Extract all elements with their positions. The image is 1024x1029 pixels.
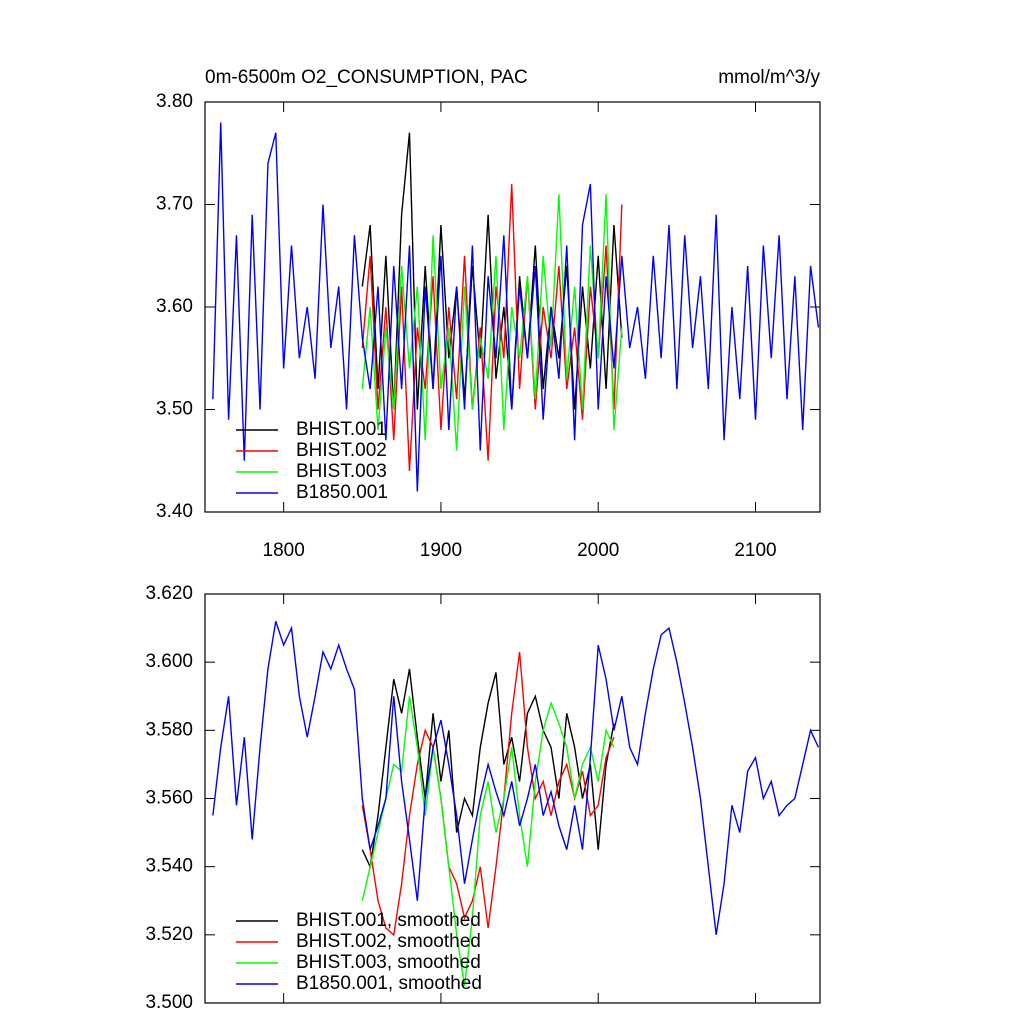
y-tick-label: 3.500 <box>145 992 193 1013</box>
chart-title: 0m-6500m O2_CONSUMPTION, PAC <box>205 67 528 88</box>
x-tick-label: 2000 <box>577 540 619 561</box>
series-line <box>361 183 623 472</box>
legend-label: B1850.001, smoothed <box>296 973 482 994</box>
y-tick-label: 3.580 <box>145 719 193 740</box>
legend-label: BHIST.002, smoothed <box>296 931 481 952</box>
legend-label: BHIST.001, smoothed <box>296 910 481 931</box>
x-tick-label: 2100 <box>734 540 776 561</box>
legend-label: BHIST.002 <box>296 440 387 461</box>
y-tick-label: 3.620 <box>145 583 193 604</box>
y-tick-label: 3.50 <box>156 399 193 420</box>
y-tick-label: 3.60 <box>156 296 193 317</box>
units-label: mmol/m^3/y <box>718 67 820 88</box>
legend-label: BHIST.001 <box>296 419 387 440</box>
series-line <box>212 621 820 935</box>
y-tick-label: 3.40 <box>156 501 193 522</box>
y-tick-label: 3.560 <box>145 788 193 809</box>
series-line <box>361 668 615 870</box>
x-tick-label: 1800 <box>263 540 305 561</box>
legend-label: BHIST.003 <box>296 461 387 482</box>
series-line <box>361 651 615 937</box>
y-tick-label: 3.70 <box>156 194 193 215</box>
x-tick-label: 1900 <box>420 540 462 561</box>
series-line <box>361 696 615 987</box>
y-tick-label: 3.80 <box>156 91 193 112</box>
y-tick-label: 3.540 <box>145 856 193 877</box>
y-tick-label: 3.600 <box>145 651 193 672</box>
legend-label: B1850.001 <box>296 482 388 503</box>
series-line <box>212 122 820 492</box>
y-tick-label: 3.520 <box>145 924 193 945</box>
legend-label: BHIST.003, smoothed <box>296 952 481 973</box>
